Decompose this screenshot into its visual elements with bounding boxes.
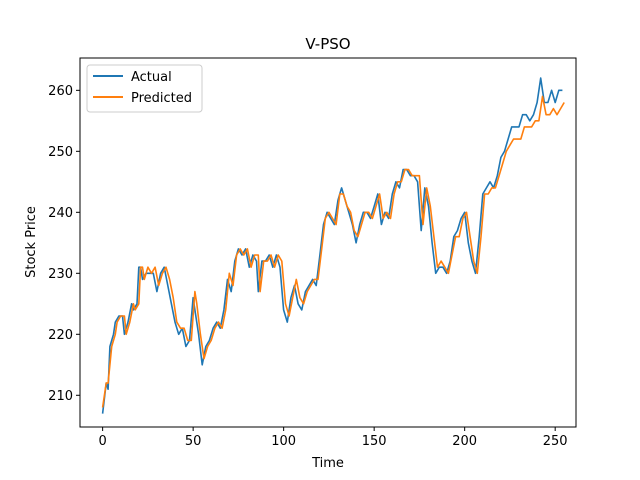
y-axis-label: Stock Price: [24, 206, 39, 278]
y-tick-label: 260: [48, 84, 73, 99]
y-tick-label: 240: [48, 206, 73, 221]
x-tick-label: 200: [452, 434, 477, 449]
y-tick-label: 230: [48, 267, 73, 282]
x-axis: 0 50 100 150 200 250: [98, 427, 568, 449]
chart-title: V-PSO: [305, 35, 350, 53]
plot-frame: [79, 57, 577, 428]
y-tick-label: 250: [48, 145, 73, 160]
x-axis-label: Time: [311, 456, 344, 471]
plot-area: [79, 57, 577, 428]
y-tick-label: 220: [48, 328, 73, 343]
legend-label-predicted: Predicted: [131, 91, 192, 106]
x-tick-label: 0: [98, 434, 106, 449]
x-tick-label: 50: [185, 434, 202, 449]
x-tick-label: 100: [271, 434, 296, 449]
y-tick-label: 210: [48, 389, 73, 404]
series-line-actual: [101, 77, 563, 414]
y-axis: 210 220 230 240 250 260: [48, 84, 80, 404]
legend: Actual Predicted: [86, 64, 203, 113]
series-line-predicted: [101, 95, 565, 408]
x-tick-label: 250: [543, 434, 568, 449]
x-tick-label: 150: [362, 434, 387, 449]
legend-label-actual: Actual: [131, 70, 172, 85]
